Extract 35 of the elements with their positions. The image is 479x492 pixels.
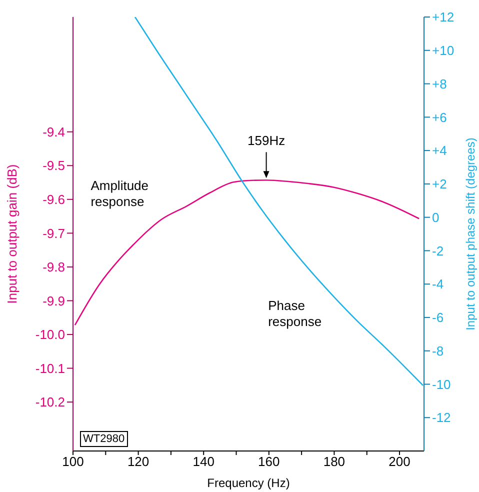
y2-tick-label: +6	[432, 110, 447, 125]
y-tick-label: -10.1	[35, 360, 65, 376]
series-label: Phase response	[268, 298, 322, 330]
y-tick-label: -9.6	[42, 192, 65, 207]
x-tick-label: 180	[323, 454, 346, 470]
y-tick-label: -9.8	[42, 260, 65, 275]
y-tick-label: -9.7	[42, 226, 65, 241]
y2-tick-label: -10	[432, 376, 451, 392]
x-tick-label: 100	[62, 454, 84, 470]
y2-tick-label: +8	[432, 76, 447, 92]
y2-tick-label: +2	[432, 176, 447, 192]
y-tick-label: -9.9	[42, 293, 65, 308]
y2-tick-label: +10	[432, 43, 454, 58]
y-tick-label: -10.0	[35, 327, 65, 342]
x-axis-title: Frequency (Hz)	[207, 476, 290, 490]
y-axis-title: Input to output gain (dB)	[4, 164, 20, 304]
x-tick-label: 140	[192, 454, 214, 470]
annotation: WT2980	[80, 431, 128, 447]
y2-tick-label: -12	[432, 410, 451, 426]
y-tick-label: -9.4	[42, 124, 65, 140]
y-tick-label: -10.2	[35, 394, 65, 410]
series-label: Amplitude response	[90, 178, 149, 210]
x-tick-label: 120	[127, 454, 150, 470]
x-tick-label: 160	[258, 454, 280, 470]
y-tick-label: -9.5	[42, 158, 65, 174]
y2-tick-label: 0	[432, 210, 440, 225]
x-tick-label: 200	[388, 454, 410, 470]
y2-tick-label: -6	[432, 310, 444, 326]
y2-tick-label: -2	[432, 243, 444, 258]
y2-tick-label: +12	[432, 10, 454, 25]
y2-tick-label: -4	[432, 276, 444, 292]
y2-tick-label: +4	[432, 143, 447, 158]
y2-tick-label: -8	[432, 343, 444, 358]
y2-axis-title: Input to output phase shift (degrees)	[463, 138, 478, 330]
annotation: 159Hz	[248, 133, 286, 148]
